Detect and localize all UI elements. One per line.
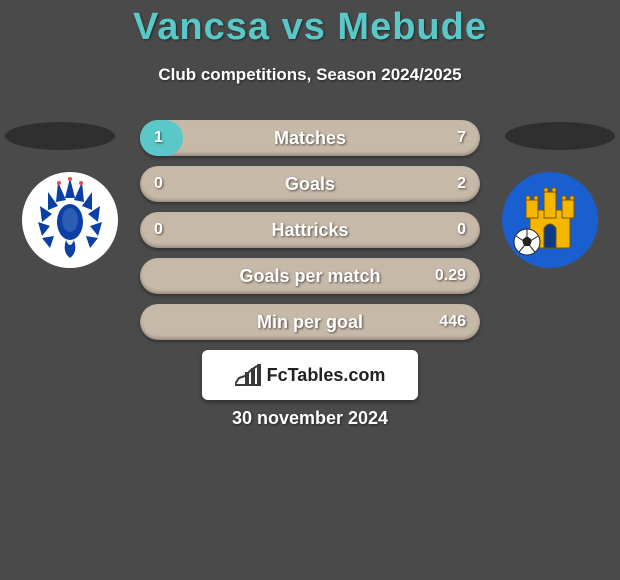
stat-value-left: 0 (154, 166, 163, 202)
stat-label: Goals (140, 166, 480, 202)
stat-value-right: 0.29 (435, 258, 466, 294)
stat-value-left: 0 (154, 212, 163, 248)
footer-date: 30 november 2024 (0, 408, 620, 429)
comparison-card: Vancsa vs Mebude Club competitions, Seas… (0, 0, 620, 580)
stat-row: Hattricks0 0 (140, 212, 480, 248)
stat-label: Min per goal (140, 304, 480, 340)
stat-value-right: 0 (457, 212, 466, 248)
stat-label: Matches (140, 120, 480, 156)
page-subtitle: Club competitions, Season 2024/2025 (0, 65, 620, 85)
stat-row: Goals per match0.29 (140, 258, 480, 294)
stat-row: Matches1 7 (140, 120, 480, 156)
bar-chart-icon (235, 364, 261, 386)
stat-label: Goals per match (140, 258, 480, 294)
stat-value-right: 446 (439, 304, 466, 340)
stat-row: Goals0 2 (140, 166, 480, 202)
westerlo-crest-svg (500, 170, 600, 270)
stat-label: Hattricks (140, 212, 480, 248)
stat-value-left: 1 (154, 120, 163, 156)
westerlo-crest (500, 170, 600, 270)
fctables-text: FcTables.com (267, 365, 386, 386)
crest-shadow-right (505, 122, 615, 150)
page-title: Vancsa vs Mebude (0, 0, 620, 49)
stat-value-right: 7 (457, 120, 466, 156)
fctables-badge: FcTables.com (202, 350, 418, 400)
stat-value-right: 2 (457, 166, 466, 202)
stat-row: Min per goal446 (140, 304, 480, 340)
stat-bars: Matches17Goals02Hattricks00Goals per mat… (140, 120, 480, 350)
crest-shadow-left (5, 122, 115, 150)
kaa-gent-crest-svg (20, 170, 120, 270)
kaa-gent-crest (20, 170, 120, 270)
